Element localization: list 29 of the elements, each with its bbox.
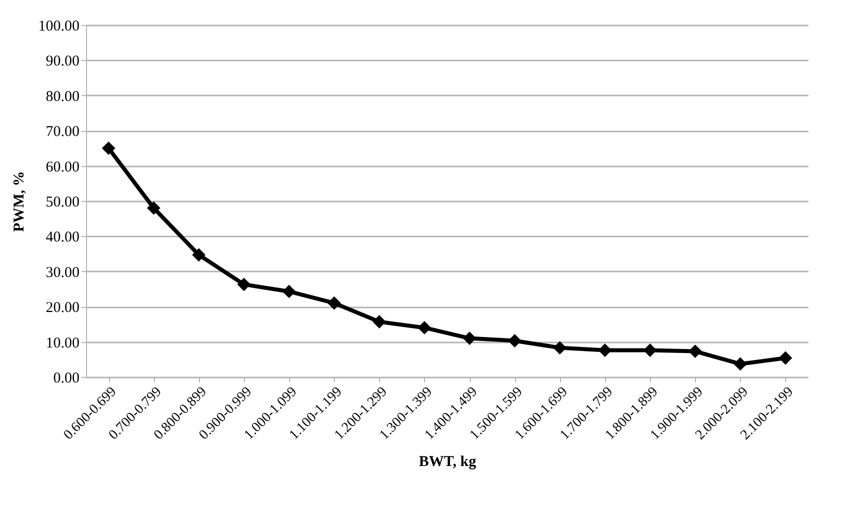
point: [508, 334, 522, 348]
y-tick-label: 20.00: [46, 300, 80, 316]
x-axis-title: BWT, kg: [418, 454, 477, 470]
y-tick-label: 80.00: [46, 88, 80, 105]
y-tick-label: 90.00: [46, 54, 80, 70]
y-tick-label: 60.00: [46, 159, 80, 176]
y-axis-title: PWM, %: [11, 171, 28, 232]
point: [372, 315, 386, 328]
y-tick-label: 0.00: [53, 370, 80, 386]
point: [327, 296, 341, 310]
point: [778, 351, 792, 365]
y-tick-label: 50.00: [46, 194, 80, 210]
point: [192, 248, 206, 262]
y-tick-label: 10.00: [46, 335, 80, 352]
point: [418, 321, 432, 334]
point: [553, 341, 567, 354]
point: [102, 141, 116, 155]
y-tick-label: 30.00: [46, 264, 80, 281]
point: [146, 201, 160, 215]
y-tick-label: 70.00: [46, 124, 80, 140]
point: [734, 357, 748, 371]
point: [598, 344, 612, 357]
point: [282, 284, 296, 298]
point: [643, 344, 657, 357]
point: [237, 278, 251, 292]
point: [688, 344, 702, 358]
point: [462, 332, 476, 345]
y-tick-label: 100.00: [38, 18, 80, 34]
y-tick-label: 40.00: [46, 230, 80, 246]
